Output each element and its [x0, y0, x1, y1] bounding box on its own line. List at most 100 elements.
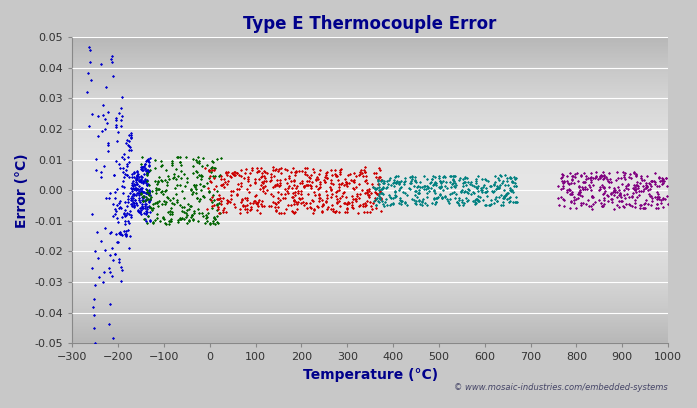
- Point: [140, 180, 151, 186]
- Point: [470, 178, 482, 185]
- Point: [339, 176, 351, 182]
- Point: [378, 180, 390, 186]
- Point: [330, 193, 342, 200]
- Point: [256, 197, 268, 204]
- Point: [572, 191, 583, 197]
- Point: [93, 133, 104, 140]
- Point: [129, 174, 140, 180]
- Point: [344, 180, 355, 186]
- Point: [629, 182, 640, 188]
- Point: [218, 205, 229, 211]
- Point: [468, 197, 479, 204]
- Point: [376, 177, 387, 183]
- Point: [149, 156, 160, 163]
- Point: [231, 192, 243, 198]
- Point: [301, 164, 312, 171]
- Point: [330, 208, 342, 214]
- Point: [636, 177, 647, 183]
- Point: [293, 168, 305, 174]
- Point: [342, 208, 353, 215]
- Point: [578, 179, 589, 186]
- Point: [598, 173, 609, 180]
- Point: [290, 169, 301, 175]
- Point: [208, 217, 219, 224]
- Point: [176, 188, 187, 194]
- Point: [138, 195, 149, 202]
- Point: [308, 198, 319, 204]
- Point: [118, 190, 129, 196]
- Point: [273, 195, 284, 202]
- Point: [362, 197, 373, 204]
- Point: [643, 201, 654, 208]
- Point: [220, 209, 231, 216]
- Point: [236, 183, 247, 189]
- Point: [227, 171, 238, 177]
- Point: [197, 213, 208, 220]
- Point: [438, 186, 449, 193]
- Point: [372, 176, 383, 183]
- Point: [241, 209, 252, 215]
- Point: [157, 177, 168, 184]
- Point: [418, 183, 429, 189]
- Point: [227, 170, 238, 177]
- Point: [118, 177, 129, 184]
- Point: [138, 166, 149, 173]
- Point: [510, 198, 521, 205]
- Point: [423, 188, 434, 195]
- Point: [613, 187, 625, 194]
- Point: [336, 166, 347, 173]
- Point: [90, 282, 101, 288]
- Point: [365, 209, 376, 215]
- Point: [616, 181, 627, 188]
- Point: [112, 239, 123, 246]
- Point: [602, 175, 613, 182]
- Point: [121, 233, 132, 239]
- Point: [640, 205, 651, 211]
- Point: [370, 190, 381, 197]
- Point: [335, 169, 346, 175]
- Point: [388, 195, 399, 202]
- Point: [447, 173, 459, 180]
- Point: [320, 198, 331, 204]
- Point: [294, 180, 305, 186]
- Point: [366, 202, 377, 209]
- Point: [439, 193, 450, 200]
- Point: [338, 190, 349, 197]
- Point: [144, 203, 155, 210]
- Point: [150, 178, 161, 184]
- Point: [592, 176, 603, 182]
- Point: [435, 178, 446, 185]
- Point: [660, 174, 671, 181]
- Point: [493, 184, 504, 191]
- Point: [603, 179, 614, 186]
- Point: [326, 202, 337, 208]
- Point: [626, 203, 637, 209]
- Point: [139, 210, 150, 216]
- Point: [295, 188, 306, 194]
- Point: [91, 155, 102, 162]
- Point: [98, 102, 109, 109]
- Point: [192, 154, 204, 160]
- Point: [117, 164, 128, 171]
- Point: [485, 201, 496, 207]
- Point: [173, 218, 184, 225]
- Point: [372, 191, 383, 197]
- Point: [192, 218, 204, 224]
- Point: [312, 204, 323, 210]
- Point: [420, 183, 431, 189]
- Point: [420, 186, 431, 193]
- Point: [171, 191, 182, 197]
- Point: [120, 140, 131, 146]
- Point: [489, 179, 500, 186]
- Point: [456, 188, 467, 194]
- Point: [119, 217, 130, 224]
- Point: [381, 177, 392, 184]
- Point: [387, 201, 398, 207]
- Point: [652, 183, 663, 190]
- Point: [305, 205, 316, 212]
- Point: [500, 193, 511, 200]
- Point: [357, 173, 368, 179]
- Point: [416, 198, 427, 205]
- Point: [632, 183, 643, 189]
- Point: [385, 175, 396, 182]
